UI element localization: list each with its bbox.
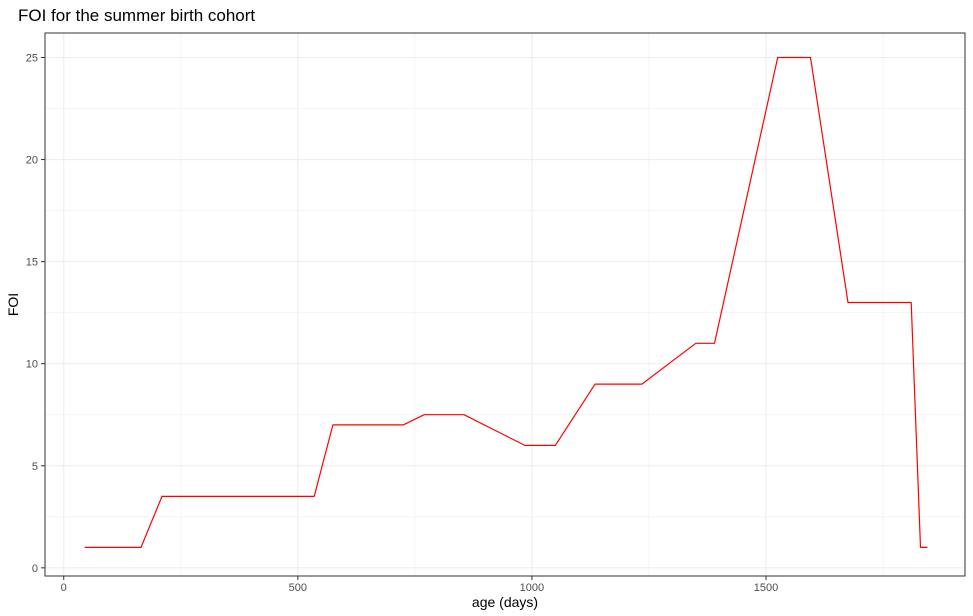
major-gridlines xyxy=(45,33,965,576)
y-tick-label: 20 xyxy=(26,155,38,167)
y-tick-label: 25 xyxy=(26,52,38,64)
series-layer xyxy=(84,56,928,549)
x-axis: 0 500 1000 1500 xyxy=(61,576,778,594)
y-axis: 0 5 10 15 20 25 xyxy=(26,52,45,575)
y-tick-label: 0 xyxy=(32,563,38,575)
chart-title: FOI for the summer birth cohort xyxy=(18,6,256,25)
x-tick-label: 0 xyxy=(61,582,67,594)
x-tick-label: 1500 xyxy=(754,582,778,594)
minor-gridlines xyxy=(45,33,965,576)
y-axis-title: FOI xyxy=(5,293,21,316)
y-tick-label: 5 xyxy=(32,461,38,473)
series-line xyxy=(84,56,928,549)
y-tick-label: 15 xyxy=(26,257,38,269)
x-axis-title: age (days) xyxy=(472,594,538,610)
x-tick-label: 1000 xyxy=(520,582,544,594)
x-tick-label: 500 xyxy=(289,582,307,594)
panel-border xyxy=(44,32,966,577)
y-tick-label: 10 xyxy=(26,359,38,371)
